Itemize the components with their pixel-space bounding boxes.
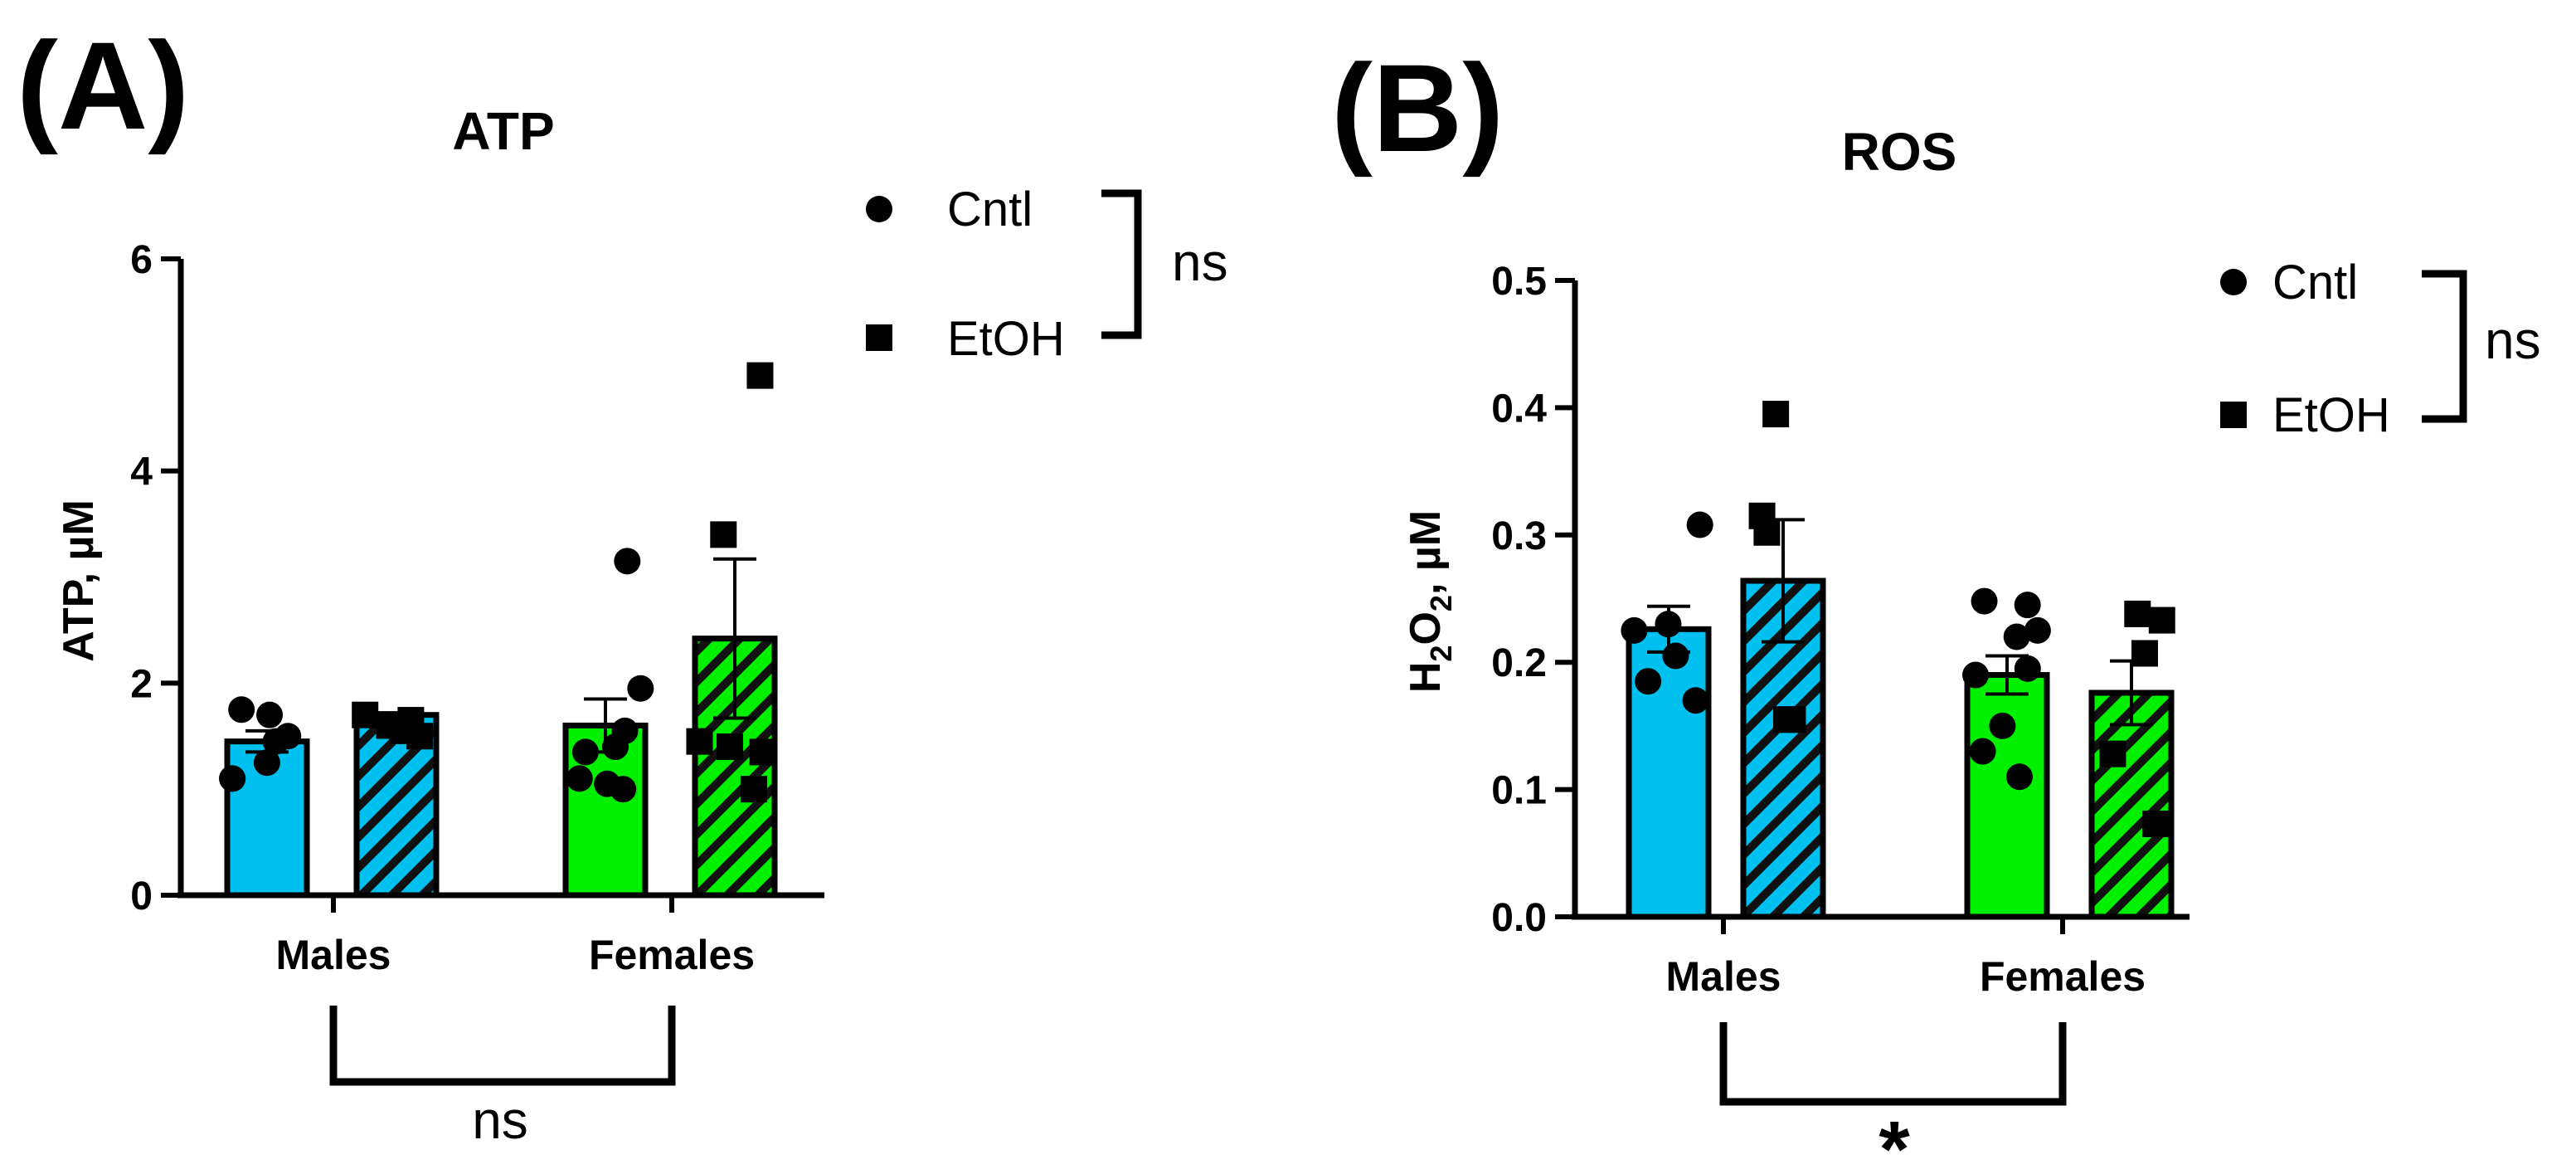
data-point-females-etoh [749, 738, 776, 766]
data-point-females-etoh [2142, 811, 2170, 838]
data-point-females-cntl [1962, 661, 1990, 689]
category-label-females-ros: Females [1980, 953, 2146, 1000]
data-point-females-etoh [686, 728, 713, 755]
data-point-males-cntl [1621, 616, 1648, 644]
data-point-males-etoh [1779, 706, 1806, 733]
legend-label-etoh-ros: EtOH [2272, 388, 2390, 442]
data-point-males-cntl [256, 701, 284, 728]
y-tick-label: 0.0 [1491, 896, 1547, 940]
data-point-males-cntl [253, 749, 280, 777]
y-axis-label-atp: ATP, µM [55, 499, 103, 662]
data-point-females-etoh [710, 521, 737, 548]
chart-title-ros: ROS [1842, 122, 1957, 182]
panel-ros: (B) ROS H2O2, µM 0.0 0.1 0.2 0.3 0.4 0.5 Male… [1331, 38, 2541, 1174]
category-label-females-atp: Females [589, 932, 755, 978]
data-points-atp [219, 362, 776, 803]
data-point-females-etoh [2148, 606, 2175, 634]
legend-sig-label-atp: ns [1172, 232, 1228, 292]
legend-marker-etoh-ros [2220, 402, 2247, 428]
data-point-females-cntl [2014, 592, 2041, 619]
data-point-females-etoh [740, 776, 767, 803]
group-comparison-bracket-ros [1719, 1022, 2067, 1106]
data-point-males-cntl [1686, 511, 1713, 538]
data-point-females-etoh [2124, 600, 2151, 627]
legend-label-cntl-atp: Cntl [947, 183, 1033, 236]
data-point-females-cntl [614, 548, 641, 575]
bar-females-cntl-ros [1964, 672, 2050, 920]
data-point-males-etoh [352, 701, 379, 728]
data-point-males-cntl [219, 765, 246, 792]
bars-ros [1626, 518, 2175, 920]
y-tick-label: 0 [130, 874, 153, 918]
panel-label-a: (A) [17, 16, 189, 155]
data-point-males-etoh [406, 723, 434, 750]
legend-marker-etoh-atp [866, 324, 892, 351]
data-point-females-cntl [2024, 616, 2051, 644]
legend-marker-cntl-atp [866, 196, 892, 222]
data-point-females-cntl [2003, 623, 2030, 650]
y-tick-label: 0.4 [1491, 387, 1547, 431]
data-point-females-cntl [571, 738, 599, 766]
data-point-females-etoh [746, 362, 774, 389]
legend-marker-cntl-ros [2220, 269, 2247, 295]
legend-label-etoh-atp: EtOH [947, 312, 1065, 366]
data-point-females-cntl [1969, 738, 1996, 765]
data-point-males-cntl [262, 728, 289, 755]
data-point-females-cntl [610, 776, 637, 803]
data-point-males-etoh [1753, 519, 1781, 546]
data-point-males-cntl [228, 696, 255, 723]
data-point-females-cntl [1971, 587, 1998, 615]
y-axis-label-ros: H2O2, µM [1402, 510, 1458, 693]
data-point-males-cntl [1635, 668, 1662, 695]
category-label-males-atp: Males [276, 932, 391, 978]
data-point-females-cntl [2005, 763, 2033, 791]
data-point-females-etoh [2099, 740, 2126, 767]
chart-title-atp: ATP [452, 101, 554, 161]
panel-label-b: (B) [1331, 38, 1504, 178]
data-point-males-cntl [1662, 642, 1689, 670]
data-point-males-cntl [1682, 687, 1709, 714]
group-comparison-label-ros: * [1879, 1105, 1910, 1174]
y-tick-label: 2 [130, 662, 153, 706]
legend-bracket-atp [1101, 189, 1142, 339]
y-tick-label: 6 [130, 238, 153, 282]
y-tick-label: 0.2 [1491, 641, 1547, 685]
y-tick-label: 0.1 [1491, 769, 1547, 813]
data-point-females-etoh [2131, 640, 2159, 667]
y-tick-label: 4 [130, 451, 153, 494]
legend-sig-label-ros: ns [2485, 310, 2541, 370]
panel-atp: (A) ATP ATP, µM 0 2 4 6 Males Females ns Cn… [17, 16, 1228, 1150]
data-point-females-cntl [566, 765, 593, 792]
data-point-females-cntl [601, 733, 629, 761]
legend-bracket-ros [2422, 270, 2467, 423]
data-points-ros [1621, 401, 2175, 838]
data-point-males-etoh [1762, 401, 1790, 428]
bar-females-etoh-ros [2088, 689, 2175, 920]
category-label-males-ros: Males [1666, 953, 1781, 1000]
data-point-males-cntl [1655, 611, 1682, 638]
data-point-females-cntl [1989, 712, 2016, 739]
y-tick-label: 0.5 [1491, 260, 1547, 304]
legend-label-cntl-ros: Cntl [2272, 256, 2358, 309]
bars-atp [224, 557, 778, 899]
data-point-females-etoh [717, 733, 744, 761]
y-axis-ticks-atp: 0 2 4 6 [130, 238, 181, 918]
y-tick-label: 0.3 [1491, 514, 1547, 558]
data-point-females-cntl [2014, 655, 2041, 682]
group-comparison-label-atp: ns [472, 1090, 528, 1150]
group-comparison-bracket-atp [329, 1006, 676, 1086]
data-point-females-cntl [627, 675, 654, 702]
y-axis-ticks-ros: 0.0 0.1 0.2 0.3 0.4 0.5 [1491, 260, 1575, 940]
